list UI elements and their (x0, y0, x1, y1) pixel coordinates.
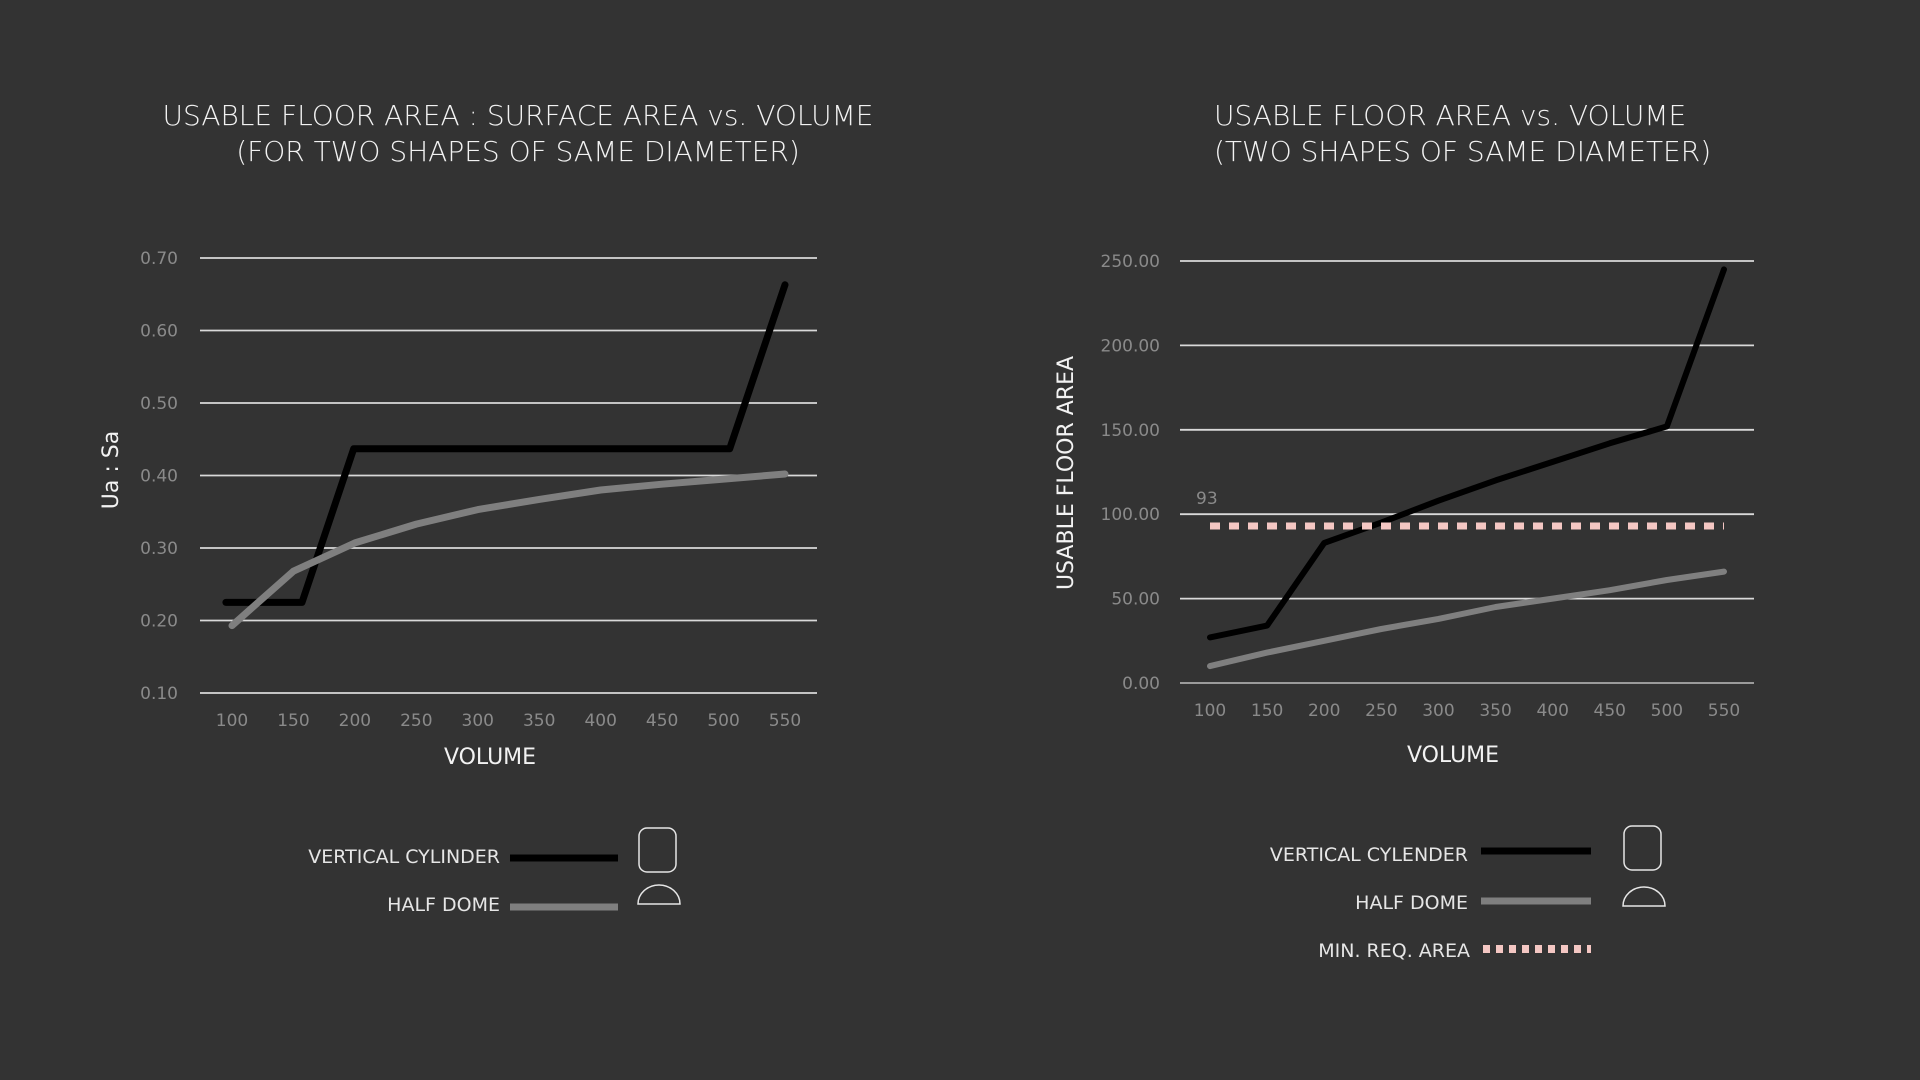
y-tick-label: 0.00 (1122, 674, 1160, 694)
chart-title-line-2: (FOR TWO SHAPES OF SAME DIAMETER) (236, 135, 800, 168)
series-line-half-dome (1207, 568, 1727, 670)
x-tick-label: 350 (1479, 701, 1511, 721)
legend-label-vertical-cylinder: VERTICAL CYLINDER (308, 846, 500, 868)
chart-title-line-1: USABLE FLOOR AREA : SURFACE AREA vs. VOL… (163, 99, 874, 132)
x-tick-label: 500 (707, 711, 739, 731)
x-tick-label: 100 (216, 711, 248, 731)
y-axis-title: USABLE FLOOR AREA (1054, 356, 1079, 590)
chart-uafa-sa-ratio: USABLE FLOOR AREA : SURFACE AREA vs. VOL… (99, 99, 873, 916)
x-axis-title: VOLUME (1407, 743, 1499, 768)
x-tick-label: 250 (1365, 701, 1397, 721)
x-tick-label: 100 (1194, 701, 1226, 721)
x-tick-label: 450 (646, 711, 678, 731)
chart-title-line-2: (TWO SHAPES OF SAME DIAMETER) (1214, 135, 1711, 168)
legend-label-half-dome: HALF DOME (1355, 892, 1468, 914)
y-tick-label: 0.30 (140, 539, 178, 559)
x-tick-label: 350 (523, 711, 555, 731)
cylinder-shape-icon (638, 827, 677, 873)
y-tick-label: 0.20 (140, 612, 178, 632)
legend-label-min-req-area: MIN. REQ. AREA (1318, 940, 1470, 962)
x-tick-label: 150 (1251, 701, 1283, 721)
dome-shape-icon (637, 884, 681, 905)
x-tick-label: 150 (277, 711, 309, 731)
y-tick-label: 250.00 (1101, 252, 1160, 272)
chart-usable-floor-area: USABLE FLOOR AREA vs. VOLUME (TWO SHAPES… (1054, 99, 1754, 962)
y-axis-title: Ua : Sa (99, 431, 124, 509)
x-tick-label: 200 (339, 711, 371, 731)
legend-label-vertical-cylender: VERTICAL CYLENDER (1270, 844, 1468, 866)
series-line-vertical-cylinder (222, 281, 789, 606)
y-tick-label: 150.00 (1101, 421, 1160, 441)
x-tick-label: 550 (1708, 701, 1740, 721)
series-line-half-dome (228, 470, 789, 630)
legend: VERTICAL CYLENDER HALF DOME MIN. REQ. AR… (1270, 825, 1666, 962)
y-tick-label: 0.10 (140, 684, 178, 704)
y-tick-label: 50.00 (1111, 590, 1160, 610)
x-tick-label: 200 (1308, 701, 1340, 721)
y-tick-label: 200.00 (1101, 336, 1160, 356)
x-tick-label: 500 (1651, 701, 1683, 721)
x-tick-label: 300 (462, 711, 494, 731)
x-axis-title: VOLUME (444, 745, 536, 770)
legend-label-half-dome: HALF DOME (387, 894, 500, 916)
x-tick-label: 400 (1536, 701, 1568, 721)
y-tick-label: 100.00 (1101, 505, 1160, 525)
x-tick-label: 450 (1594, 701, 1626, 721)
dome-shape-icon (1622, 886, 1666, 907)
x-tick-label: 400 (584, 711, 616, 731)
y-tick-label: 0.70 (140, 249, 178, 269)
chart-title-line-1: USABLE FLOOR AREA vs. VOLUME (1214, 99, 1686, 132)
min-req-area-value-label: 93 (1196, 489, 1218, 509)
series-line-vertical-cylender (1207, 266, 1727, 641)
y-tick-label: 0.50 (140, 394, 178, 414)
x-tick-label: 300 (1422, 701, 1454, 721)
legend: VERTICAL CYLINDER HALF DOME (308, 827, 681, 916)
y-tick-label: 0.60 (140, 322, 178, 342)
x-tick-label: 250 (400, 711, 432, 731)
y-tick-label: 0.40 (140, 467, 178, 487)
cylinder-shape-icon (1623, 825, 1662, 871)
x-tick-label: 550 (769, 711, 801, 731)
